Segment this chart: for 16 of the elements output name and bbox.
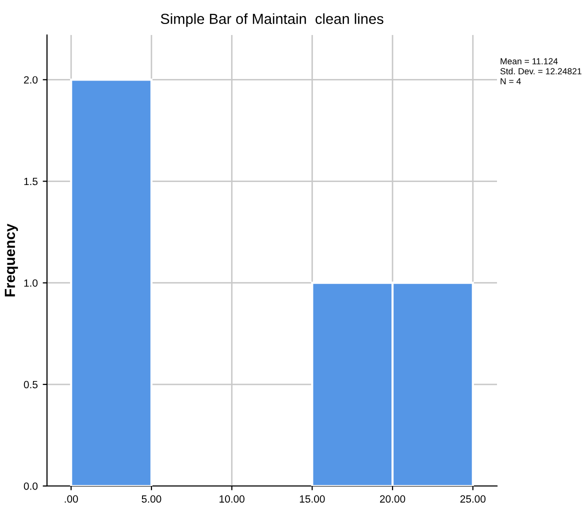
x-tick-label: 5.00 — [142, 495, 162, 503]
x-tick-label: 25.00 — [460, 495, 486, 503]
text: Std. Dev. = 12.24821 — [500, 68, 582, 74]
x-tick-label: 15.00 — [300, 495, 325, 503]
y-tick-label: 1.5 — [24, 178, 38, 186]
chart-title: Simple Bar of Maintain clean lines — [160, 13, 384, 27]
x-tick-label: .00 — [64, 495, 78, 503]
x-tick-label: 10.00 — [220, 495, 244, 503]
y-tick-label: 0.5 — [24, 380, 38, 388]
y-axis-title: Frequency — [4, 224, 18, 296]
x-tick-label: 20.00 — [380, 495, 406, 503]
text: N = 4 — [500, 78, 521, 84]
text: Mean = 11.124 — [500, 58, 558, 64]
y-tick-label: 0.0 — [24, 482, 38, 490]
y-tick-label: 2.0 — [24, 76, 38, 84]
y-tick-label: 1.0 — [24, 279, 38, 287]
